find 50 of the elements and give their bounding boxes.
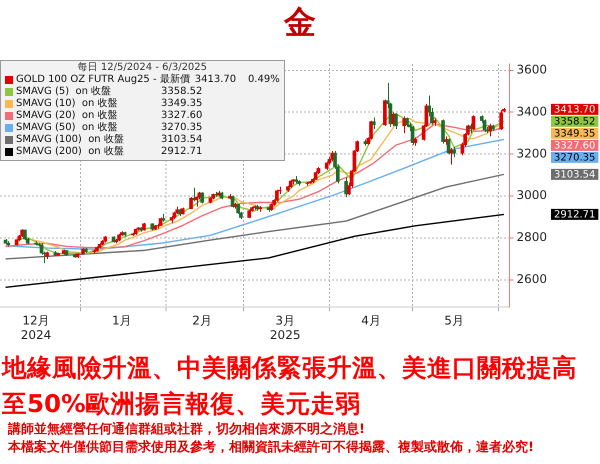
legend-label: SMAVG (50) on 收盤 <box>16 122 118 134</box>
text: 3349.35 <box>554 128 596 140</box>
annotation: 3327.60 <box>161 110 204 122</box>
text: 3413.70 <box>554 104 596 116</box>
annotation: 0.49% <box>246 74 280 86</box>
y-tick-label: 3600 <box>516 62 548 76</box>
legend-title: 每日 12/5/2024 - 6/3/2025 <box>76 62 208 74</box>
text: 講師並無經營任何通信群組或社群，切勿相信來源不明之消息! <box>8 421 366 439</box>
candlestick <box>499 110 503 131</box>
text: 地緣風險升溫、中美關係緊張升溫、美進口關稅提高至50%歐洲揚言報復、美元走弱 <box>2 352 577 420</box>
y-tick-label: 2800 <box>516 230 548 244</box>
x-tick-label: 2月 <box>192 314 212 328</box>
legend-label: SMAVG (100) on 收盤 <box>16 134 125 146</box>
candlestick <box>405 116 409 128</box>
annotation: 3413.70 <box>194 74 238 86</box>
x-tick-label: 12月 2024 <box>20 314 52 342</box>
y-tick-label: 2600 <box>516 272 548 286</box>
x-tick-label: 1月 <box>112 314 132 328</box>
annotation: 3103.54 <box>161 134 204 146</box>
candlestick <box>230 195 234 208</box>
legend-label: SMAVG (5) on 收盤 <box>16 86 112 98</box>
candlestick <box>275 189 279 202</box>
text: 本檔案文件僅供節目需求使用及參考，相關資訊未經許可不得揭露、複製或散佈，違者必究! <box>8 439 535 457</box>
text: 3270.35 <box>554 152 596 164</box>
legend-label: SMAVG (20) on 收盤 <box>16 110 118 122</box>
candlestick <box>472 114 476 131</box>
candlestick <box>410 125 414 146</box>
legend-label: SMAVG (200) on 收盤 <box>16 146 125 158</box>
annotation: 3358.52 <box>161 86 204 98</box>
candlestick <box>394 112 398 130</box>
y-tick-label: 3200 <box>516 146 548 160</box>
y-tick-label: 3400 <box>516 104 548 118</box>
y-tick-label: 3000 <box>516 188 548 202</box>
text: 3327.60 <box>554 140 596 152</box>
annotation: 2912.71 <box>161 146 204 158</box>
text: 3103.54 <box>554 169 596 180</box>
chart-title: 金 <box>282 2 317 42</box>
candlestick <box>482 119 486 133</box>
legend-label: GOLD 100 OZ FUTR Aug25 - 最新價 <box>16 74 190 86</box>
annotation: 3270.35 <box>161 122 204 134</box>
x-tick-label: 4月 <box>361 314 381 328</box>
text: 3358.52 <box>554 116 596 128</box>
candlestick <box>446 138 450 155</box>
text: 2912.71 <box>554 209 596 220</box>
candlestick <box>441 119 445 144</box>
legend-label: SMAVG (10) on 收盤 <box>16 98 118 110</box>
x-tick-label: 3月 2025 <box>270 314 300 342</box>
candlestick <box>452 146 456 158</box>
x-tick-label: 5月 <box>444 314 464 328</box>
annotation: 3349.35 <box>161 98 204 110</box>
